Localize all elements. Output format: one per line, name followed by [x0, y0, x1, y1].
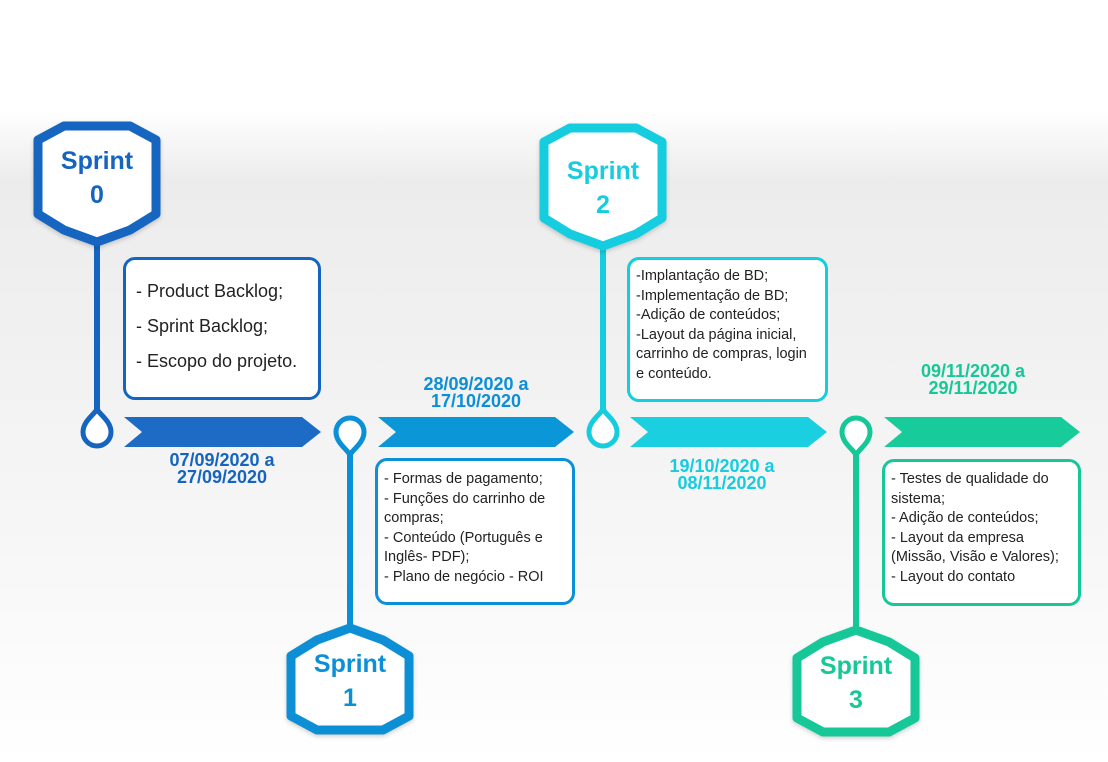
task-item: carrinho de compras, login — [636, 346, 807, 362]
sprint-title: Sprint — [313, 650, 387, 678]
sprint-number: 3 — [849, 686, 863, 714]
date-end: 27/09/2020 — [176, 467, 268, 487]
timeline-arrow-1 — [378, 417, 574, 447]
sprint-number: 2 — [596, 191, 610, 219]
task-item: (Missão, Visão e Valores); — [891, 549, 1059, 565]
date-end: 08/11/2020 — [677, 473, 767, 493]
sprint-dates-2: 19/10/2020 a 08/11/2020 — [637, 456, 807, 493]
task-item: e conteúdo. — [636, 365, 712, 382]
sprint-tasks-box-2: -Implantação de BD; -Implementação de BD… — [627, 257, 828, 402]
task-item: - Layout da empresa — [891, 529, 1024, 546]
task-item: - Sprint Backlog; — [136, 316, 269, 336]
sprint-title: Sprint — [566, 157, 640, 185]
sprint-number: 1 — [343, 684, 357, 712]
timeline-node-1 — [333, 415, 367, 457]
sprint-label-0: Sprint 0 — [44, 144, 150, 212]
sprint-badge-1 — [286, 623, 414, 735]
timeline-node-0 — [80, 407, 114, 449]
task-item: - Plano de negócio - ROI — [384, 568, 544, 585]
task-item: Inglês- PDF); — [384, 549, 470, 565]
task-item: - Escopo do projeto. — [136, 351, 298, 371]
task-item: - Conteúdo (Português e — [384, 529, 543, 546]
sprint-title: Sprint — [819, 652, 893, 680]
timeline-arrow-3 — [884, 417, 1080, 447]
date-end: 29/11/2020 — [928, 378, 1018, 398]
sprint-label-1: Sprint 1 — [297, 647, 403, 715]
task-item: - Layout do contato — [891, 568, 1016, 585]
sprint-badge-2 — [539, 123, 667, 251]
sprint-label-2: Sprint 2 — [550, 154, 656, 222]
timeline-node-3 — [839, 415, 873, 457]
date-start: 19/10/2020 a — [669, 456, 775, 476]
task-item: - Adição de conteúdos; — [891, 510, 1039, 526]
task-item: - Funções do carrinho de — [384, 490, 546, 507]
sprint-tasks-box-0: - Product Backlog; - Sprint Backlog; - E… — [123, 257, 321, 400]
task-item: -Implementação de BD; — [636, 287, 789, 304]
date-start: 28/09/2020 a — [423, 374, 529, 394]
date-start: 07/09/2020 a — [169, 450, 275, 470]
task-item: -Layout da página inicial, — [636, 326, 797, 343]
timeline-arrow-2 — [630, 417, 827, 447]
task-item: -Adição de conteúdos; — [636, 307, 781, 323]
sprint-dates-0: 07/09/2020 a 27/09/2020 — [137, 450, 307, 487]
sprint-badge-0 — [33, 121, 161, 247]
sprint-dates-3: 09/11/2020 a 29/11/2020 — [888, 361, 1058, 398]
date-end: 17/10/2020 — [430, 391, 522, 411]
sprint-number: 0 — [90, 181, 104, 209]
timeline-node-2 — [586, 407, 620, 449]
task-item: compras; — [384, 510, 444, 526]
task-item: - Testes de qualidade do — [891, 471, 1049, 487]
date-start: 09/11/2020 a — [920, 361, 1026, 381]
sprint-dates-1: 28/09/2020 a 17/10/2020 — [391, 374, 561, 411]
sprint-title: Sprint — [60, 147, 134, 175]
sprint-tasks-box-1: - Formas de pagamento; - Funções do carr… — [375, 458, 575, 605]
task-item: - Product Backlog; — [136, 281, 284, 301]
timeline-arrow-0 — [124, 417, 321, 447]
sprint-tasks-box-3: - Testes de qualidade do sistema; - Adiç… — [882, 459, 1081, 606]
task-item: -Implantação de BD; — [636, 268, 769, 284]
sprint-label-3: Sprint 3 — [803, 649, 909, 717]
sprint-badge-3 — [792, 625, 920, 737]
task-item: sistema; — [891, 490, 945, 507]
task-item: - Formas de pagamento; — [384, 471, 543, 487]
